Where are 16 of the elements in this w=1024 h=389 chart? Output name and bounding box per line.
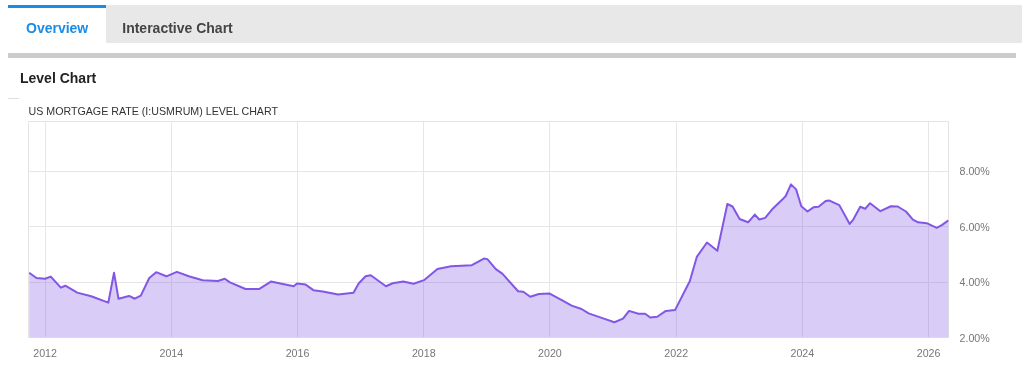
text: Interactive Chart — [121, 19, 234, 38]
y-tick-label: 4.00% — [959, 276, 991, 289]
x-tick-label: 2014 — [159, 346, 184, 359]
x-tick-label: 2012 — [33, 346, 58, 359]
x-tick-label: 2026 — [916, 346, 941, 359]
x-tick-label: 2016 — [285, 346, 310, 359]
x-tick-label: 2024 — [790, 346, 815, 359]
y-tick-label: 2.00% — [959, 331, 991, 344]
x-tick-label: 2022 — [664, 346, 689, 359]
x-tick-label: 2020 — [538, 346, 562, 359]
text: Overview — [8, 5, 107, 48]
y-tick-label: 8.00% — [959, 165, 991, 178]
y-tick-label: 6.00% — [959, 220, 991, 233]
x-tick-label: 2018 — [411, 346, 436, 359]
chart-subtitle: US MORTGAGE RATE (I:USMRUM) LEVEL CHART — [28, 104, 279, 117]
chart-title: Level Chart — [8, 53, 1016, 99]
